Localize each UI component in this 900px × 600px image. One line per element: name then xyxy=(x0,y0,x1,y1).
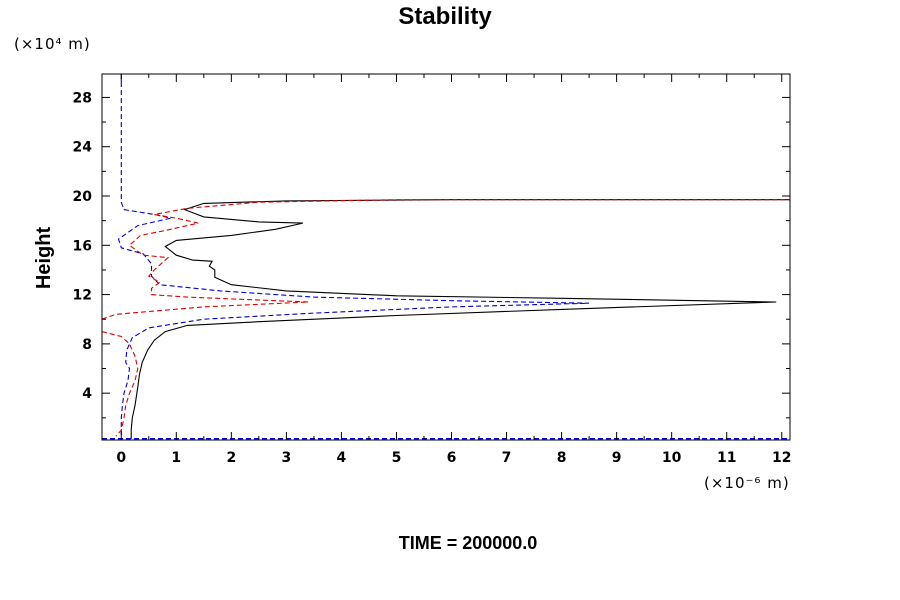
chart-title: Stability xyxy=(398,3,492,30)
x-tick-label: 7 xyxy=(502,450,512,466)
series-line-2 xyxy=(117,74,590,439)
plot-frame xyxy=(101,73,791,441)
x-tick-label: 4 xyxy=(337,450,347,466)
time-label: TIME = 200000.0 xyxy=(399,533,538,553)
x-tick-label: 5 xyxy=(392,450,402,466)
x-tick-label: 0 xyxy=(116,450,126,466)
x-tick-label: 6 xyxy=(447,450,457,466)
series-line-4 xyxy=(101,331,139,437)
series-line-1 xyxy=(130,199,790,439)
series-layer xyxy=(101,74,790,440)
y-tick-label: 20 xyxy=(73,189,93,205)
y-axis-label: Height xyxy=(33,227,55,290)
x-tick-label: 12 xyxy=(772,450,791,466)
y-tick-label: 4 xyxy=(82,386,92,402)
series-line-3 xyxy=(101,199,790,320)
x-tick-label: 9 xyxy=(612,450,622,466)
y-axis-unit: (×10⁴ m) xyxy=(14,35,91,53)
x-tick-label: 11 xyxy=(717,450,736,466)
y-tick-label: 8 xyxy=(82,337,92,353)
y-tick-label: 16 xyxy=(73,238,92,254)
x-tick-label: 1 xyxy=(171,450,181,466)
x-tick-label: 2 xyxy=(226,450,236,466)
x-tick-label: 8 xyxy=(557,450,567,466)
x-tick-label: 3 xyxy=(282,450,292,466)
x-axis-unit: (×10⁻⁶ m) xyxy=(704,474,790,492)
x-tick-label: 10 xyxy=(662,450,682,466)
y-tick-label: 28 xyxy=(73,90,92,106)
y-tick-label: 12 xyxy=(73,288,92,304)
y-tick-label: 24 xyxy=(73,140,93,156)
